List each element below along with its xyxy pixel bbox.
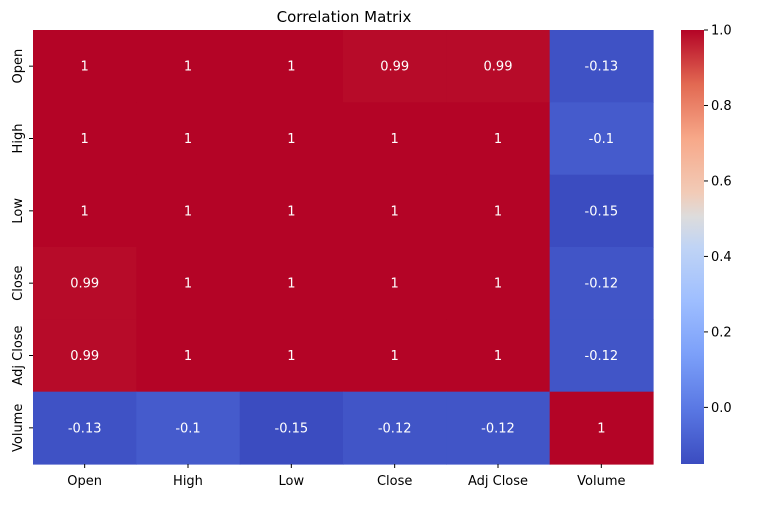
colorbar: 0.0 0.2 0.4 0.6 0.8 1.0 bbox=[681, 24, 732, 464]
heatmap-cell bbox=[33, 319, 137, 393]
colorbar-tick-label: 0.8 bbox=[711, 99, 732, 114]
heatmap-cell bbox=[33, 174, 137, 248]
heatmap-cell bbox=[549, 247, 654, 320]
chart-title: Correlation Matrix bbox=[277, 8, 412, 26]
heatmap-cell bbox=[239, 174, 344, 248]
heatmap-cell bbox=[33, 102, 137, 176]
cell-label: 1 bbox=[391, 204, 399, 219]
heatmap-cell bbox=[446, 319, 551, 393]
cell-annotations: 1 1 1 0.99 0.99 -0.13 1 1 1 1 1 -0.1 1 1 1 1 1 -0.15 0.99 1… bbox=[68, 60, 618, 437]
x-tick-label: Close bbox=[377, 474, 412, 489]
cell-label: 1 bbox=[287, 349, 295, 364]
heatmap-cell bbox=[549, 174, 654, 248]
y-tick-label: Volume bbox=[11, 404, 26, 452]
cell-label: -0.12 bbox=[378, 421, 412, 436]
colorbar-ticks: 0.0 0.2 0.4 0.6 0.8 1.0 bbox=[704, 24, 732, 416]
y-tick-label: Close bbox=[11, 265, 26, 300]
cell-label: 1 bbox=[494, 277, 502, 292]
heatmap-cell bbox=[136, 30, 241, 103]
cell-label: 1 bbox=[391, 132, 399, 147]
heatmap-cell bbox=[446, 102, 551, 176]
cell-label: -0.15 bbox=[585, 204, 619, 219]
cell-label: -0.13 bbox=[68, 421, 102, 436]
cell-label: 1 bbox=[287, 277, 295, 292]
heatmap-cell bbox=[446, 174, 551, 248]
cell-label: 1 bbox=[287, 204, 295, 219]
cell-label: 1 bbox=[494, 349, 502, 364]
heatmap-cell bbox=[136, 174, 241, 248]
cell-label: 0.99 bbox=[70, 349, 99, 364]
heatmap-cell bbox=[446, 391, 551, 465]
cell-label: 0.99 bbox=[484, 60, 513, 75]
heatmap-cell bbox=[446, 30, 551, 103]
cell-label: 1 bbox=[287, 132, 295, 147]
cell-label: 1 bbox=[391, 349, 399, 364]
heatmap-cell bbox=[136, 102, 241, 176]
y-tick-label: Adj Close bbox=[11, 325, 26, 385]
heatmap-cell bbox=[343, 391, 447, 465]
heatmap-cell bbox=[33, 30, 137, 103]
cell-label: 1 bbox=[597, 421, 605, 436]
heatmap-cell bbox=[343, 102, 447, 176]
heatmap-cell bbox=[33, 391, 137, 465]
cell-label: 1 bbox=[184, 132, 192, 147]
cell-label: 1 bbox=[287, 60, 295, 75]
heatmap-cell bbox=[343, 247, 447, 320]
heatmap-cell bbox=[239, 319, 344, 393]
cell-label: -0.12 bbox=[481, 421, 515, 436]
heatmap-cell bbox=[446, 247, 551, 320]
colorbar-tick-label: 0.2 bbox=[711, 325, 732, 340]
cell-label: 1 bbox=[391, 277, 399, 292]
heatmap-cell bbox=[136, 319, 241, 393]
heatmap-cell bbox=[33, 247, 137, 320]
heatmap-cell bbox=[136, 247, 241, 320]
colorbar-tick-label: 0.4 bbox=[711, 250, 732, 265]
colorbar-tick-label: 0.6 bbox=[711, 174, 732, 189]
cell-label: 1 bbox=[184, 349, 192, 364]
cell-label: 1 bbox=[184, 277, 192, 292]
x-tick-label: Adj Close bbox=[468, 474, 528, 489]
cell-label: 1 bbox=[184, 204, 192, 219]
heatmap-cell bbox=[549, 391, 654, 465]
cell-label: 1 bbox=[81, 204, 89, 219]
cell-label: -0.12 bbox=[585, 277, 619, 292]
heatmap-cell bbox=[549, 30, 654, 103]
cell-label: -0.13 bbox=[585, 60, 619, 75]
x-axis: Open High Low Close Adj Close Volume bbox=[67, 464, 626, 489]
heatmap-cell bbox=[239, 391, 344, 465]
heatmap-cell bbox=[343, 174, 447, 248]
cell-label: 1 bbox=[81, 60, 89, 75]
heatmap-cell bbox=[239, 30, 344, 103]
heatmap-cell bbox=[549, 102, 654, 176]
heatmap-cell bbox=[343, 30, 447, 103]
colorbar-gradient bbox=[681, 30, 704, 464]
x-tick-label: High bbox=[173, 474, 203, 489]
x-tick-label: Open bbox=[67, 474, 102, 489]
heatmap-cell bbox=[136, 391, 241, 465]
heatmap-cell bbox=[549, 319, 654, 393]
cell-label: 0.99 bbox=[70, 277, 99, 292]
cell-label: 1 bbox=[494, 132, 502, 147]
y-tick-label: Open bbox=[11, 49, 26, 84]
cell-label: 1 bbox=[494, 204, 502, 219]
x-tick-label: Volume bbox=[577, 474, 625, 489]
cell-label: 1 bbox=[184, 60, 192, 75]
y-tick-label: High bbox=[11, 124, 26, 154]
heatmap-cell bbox=[239, 247, 344, 320]
cell-label: -0.15 bbox=[275, 421, 309, 436]
cell-label: -0.1 bbox=[589, 132, 614, 147]
x-tick-label: Low bbox=[279, 474, 305, 489]
cell-label: -0.12 bbox=[585, 349, 619, 364]
y-axis: Open High Low Close Adj Close Volume bbox=[11, 49, 33, 452]
y-tick-label: Low bbox=[11, 198, 26, 224]
cell-label: 1 bbox=[81, 132, 89, 147]
heatmap-cell bbox=[239, 102, 344, 176]
cell-label: 0.99 bbox=[380, 60, 409, 75]
cell-label: -0.1 bbox=[175, 421, 200, 436]
heatmap-cells bbox=[33, 30, 654, 465]
colorbar-tick-label: 1.0 bbox=[711, 24, 732, 39]
heatmap-cell bbox=[343, 319, 447, 393]
colorbar-tick-label: 0.0 bbox=[711, 401, 732, 416]
